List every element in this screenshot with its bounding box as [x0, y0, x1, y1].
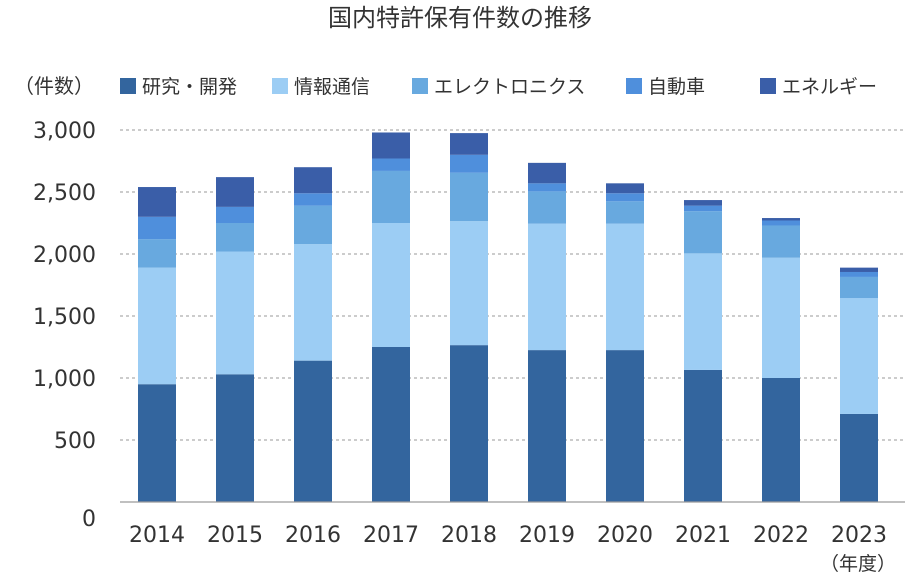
bar-segment — [684, 253, 722, 370]
bar-segment — [528, 350, 566, 502]
x-tick-label: 2023 — [831, 523, 887, 548]
legend-label: 情報通信 — [294, 76, 370, 98]
bars — [138, 132, 878, 502]
bar-segment — [606, 193, 644, 202]
bar-segment — [216, 251, 254, 375]
legend-swatch — [412, 78, 428, 94]
bar-segment — [762, 225, 800, 258]
bar-segment — [138, 216, 176, 240]
bar-segment — [528, 223, 566, 351]
bar-segment — [216, 223, 254, 252]
bar-segment — [450, 172, 488, 222]
bar-segment — [528, 183, 566, 192]
bar-segment — [138, 239, 176, 268]
bar-segment — [684, 211, 722, 254]
bar-segment — [372, 347, 410, 502]
bar-segment — [840, 276, 878, 299]
bar-segment — [528, 162, 566, 184]
y-axis-label: （件数） — [14, 74, 94, 98]
bar-segment — [216, 206, 254, 223]
legend-swatch — [760, 78, 776, 94]
bar-segment — [684, 369, 722, 502]
bar-segment — [294, 244, 332, 361]
bar-segment — [138, 187, 176, 217]
x-axis-label: （年度） — [820, 553, 896, 575]
y-tick-label: 2,000 — [33, 243, 96, 268]
bar-segment — [528, 191, 566, 224]
bar-segment — [840, 271, 878, 277]
bar-segment — [372, 132, 410, 159]
bar-segment — [372, 170, 410, 223]
x-tick-label: 2021 — [675, 523, 731, 548]
bar-segment — [450, 133, 488, 155]
bar-segment — [606, 201, 644, 224]
legend-label: 自動車 — [648, 76, 705, 98]
bar-segment — [606, 350, 644, 502]
legend-label: 研究・開発 — [142, 76, 237, 98]
bar-segment — [762, 218, 800, 221]
bar-segment — [840, 413, 878, 502]
legend-swatch — [272, 78, 288, 94]
x-tick-label: 2020 — [597, 523, 653, 548]
bar-segment — [294, 360, 332, 502]
bar-segment — [762, 378, 800, 502]
y-tick-label: 0 — [82, 507, 96, 532]
bar-segment — [450, 221, 488, 346]
y-tick-label: 1,500 — [33, 305, 96, 330]
legend: 研究・開発 情報通信 エレクトロニクス 自動車 エネルギー — [120, 76, 877, 98]
legend-swatch — [120, 78, 136, 94]
legend-label: エレクトロニクス — [434, 76, 585, 98]
bar-segment — [684, 205, 722, 212]
y-tick-label: 2,500 — [33, 181, 96, 206]
legend-label: エネルギー — [782, 76, 877, 98]
bar-segment — [762, 220, 800, 226]
bar-segment — [294, 205, 332, 245]
x-axis-ticks: 2014 2015 2016 2017 2018 2019 2020 2021 2022 2023 — [129, 523, 887, 548]
y-tick-label: 500 — [54, 429, 96, 454]
y-tick-label: 1,000 — [33, 367, 96, 392]
legend-swatch — [626, 78, 642, 94]
x-tick-label: 2015 — [207, 523, 263, 548]
chart-title: 国内特許保有件数の推移 — [328, 4, 592, 32]
bar-segment — [840, 298, 878, 414]
bar-segment — [840, 267, 878, 272]
x-tick-label: 2018 — [441, 523, 497, 548]
bar-segment — [450, 345, 488, 502]
bar-segment — [450, 154, 488, 173]
bar-segment — [138, 384, 176, 502]
bar-segment — [216, 177, 254, 207]
x-tick-label: 2016 — [285, 523, 341, 548]
bar-segment — [294, 167, 332, 194]
y-axis-ticks: 0 500 1,000 1,500 2,000 2,500 3,000 — [33, 119, 96, 532]
bar-segment — [762, 257, 800, 378]
bar-segment — [294, 193, 332, 206]
y-tick-label: 3,000 — [33, 119, 96, 144]
bar-segment — [606, 183, 644, 194]
x-tick-label: 2022 — [753, 523, 809, 548]
x-tick-label: 2019 — [519, 523, 575, 548]
x-tick-label: 2014 — [129, 523, 185, 548]
bar-segment — [684, 200, 722, 206]
bar-segment — [372, 158, 410, 171]
bar-segment — [606, 223, 644, 351]
bar-segment — [216, 374, 254, 502]
bar-segment — [138, 267, 176, 385]
bar-segment — [372, 223, 410, 347]
x-tick-label: 2017 — [363, 523, 419, 548]
